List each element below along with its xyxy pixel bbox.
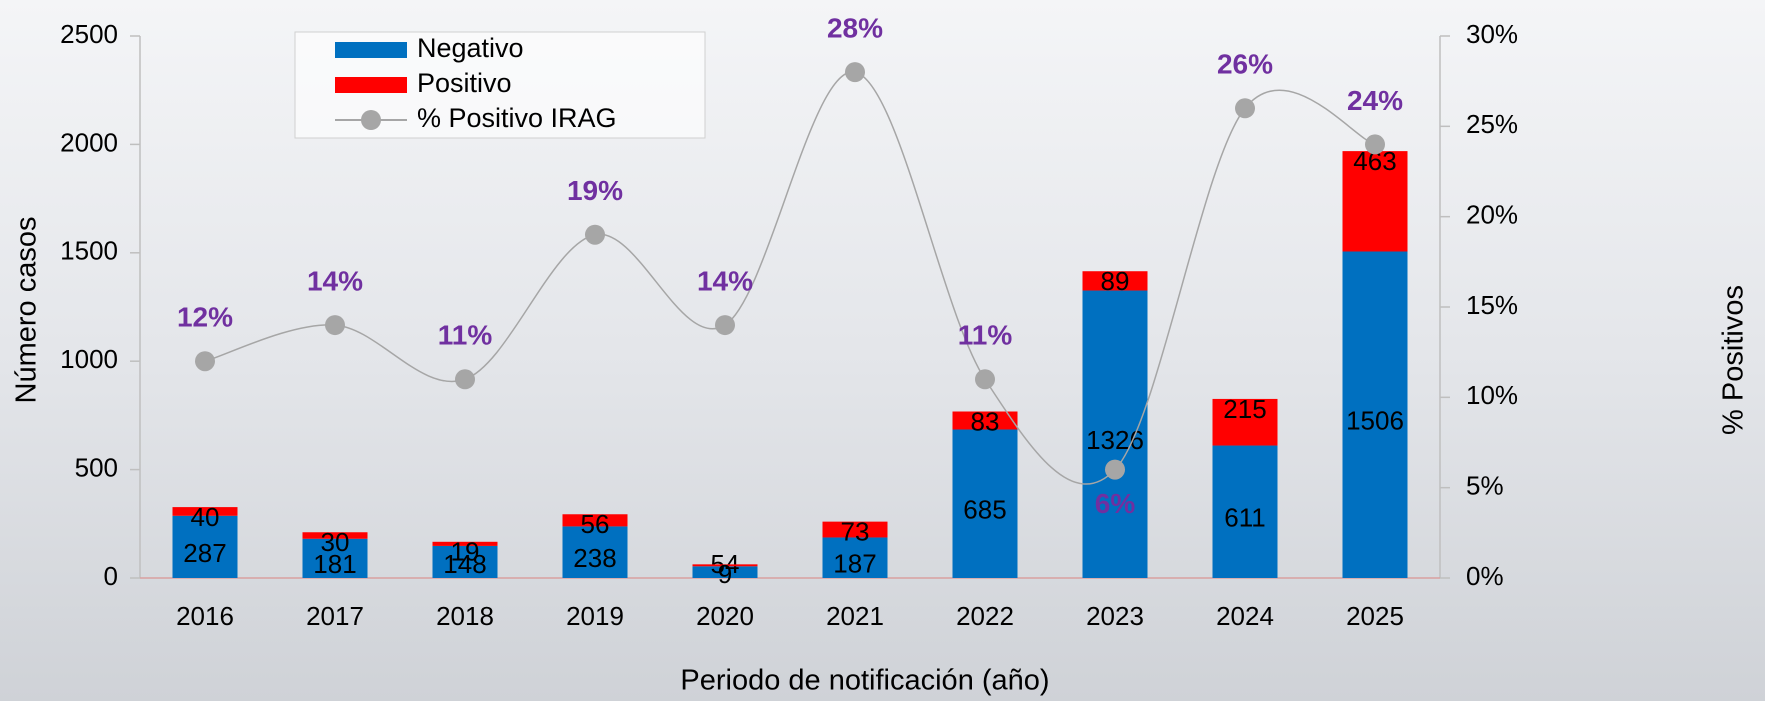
bar-value-label: 54 <box>711 549 740 579</box>
bar-segment <box>1342 251 1408 578</box>
x-axis-title: Periodo de notificación (año) <box>680 665 1049 697</box>
bar-value-label: 83 <box>971 406 1000 436</box>
bar-segment <box>1212 445 1278 578</box>
bar-value-label: 187 <box>833 549 876 579</box>
legend-label: % Positivo IRAG <box>417 103 617 133</box>
y2-tick-label: 30% <box>1466 19 1518 49</box>
legend-label: Positivo <box>417 68 512 98</box>
bar-segment <box>692 564 758 567</box>
bar-value-label: 148 <box>443 549 486 579</box>
y2-tick-label: 10% <box>1466 380 1518 410</box>
bar-value-label: 30 <box>321 527 350 557</box>
y2-tick-label: 0% <box>1466 561 1504 591</box>
line-value-label: 14% <box>307 265 363 296</box>
line-value-label: 28% <box>827 13 883 44</box>
bar-segment <box>1082 271 1148 291</box>
line-value-label: 24% <box>1347 85 1403 116</box>
line-value-label: 6% <box>1095 488 1136 519</box>
x-tick-label: 2025 <box>1346 601 1404 631</box>
line-marker <box>1365 134 1385 155</box>
y2-tick-label: 25% <box>1466 109 1518 139</box>
bar-value-label: 611 <box>1224 503 1265 533</box>
x-tick-label: 2022 <box>956 601 1014 631</box>
x-tick-label: 2019 <box>566 601 624 631</box>
bar-segment <box>822 537 888 578</box>
x-tick-label: 2018 <box>436 601 494 631</box>
line-value-label: 12% <box>177 302 233 333</box>
legend-swatch <box>335 42 407 58</box>
bar-value-label: 56 <box>581 509 610 539</box>
line-value-label: 11% <box>438 320 493 351</box>
x-tick-label: 2020 <box>696 601 754 631</box>
legend-marker <box>361 110 381 130</box>
bar-segment <box>302 532 368 539</box>
bar-value-label: 9 <box>718 559 732 589</box>
bar-segment <box>1342 151 1408 252</box>
y-tick-label: 1500 <box>60 236 118 266</box>
line-marker <box>1105 459 1125 480</box>
y-tick-label: 1000 <box>60 344 118 374</box>
line-value-label: 11% <box>958 320 1013 351</box>
y2-tick-label: 20% <box>1466 200 1518 230</box>
bar-segment <box>172 507 238 516</box>
line-marker <box>195 351 215 372</box>
y-tick-label: 0 <box>104 561 118 591</box>
line-marker <box>715 315 735 336</box>
bar-value-label: 287 <box>183 538 226 568</box>
legend-swatch <box>335 77 407 93</box>
bar-value-label: 19 <box>451 537 480 567</box>
y-tick-label: 500 <box>75 452 118 482</box>
bar-segment <box>302 538 368 578</box>
bar-segment <box>432 541 498 546</box>
y2-axis-title: % Positivos <box>1718 285 1750 435</box>
bar-segment <box>822 521 888 538</box>
bar-segment <box>692 566 758 578</box>
line-value-label: 14% <box>697 265 753 296</box>
bar-value-label: 1506 <box>1346 406 1404 436</box>
bar-value-label: 40 <box>191 502 220 532</box>
y-axis-title: Número casos <box>11 217 43 404</box>
bar-segment <box>562 526 628 578</box>
line-marker <box>1235 98 1255 119</box>
bar-segment <box>432 545 498 578</box>
bar-value-label: 685 <box>963 495 1006 525</box>
bar-value-label: 1326 <box>1086 425 1144 455</box>
bar-segment <box>172 515 238 578</box>
y2-tick-label: 5% <box>1466 471 1504 501</box>
line-marker <box>455 369 475 390</box>
x-tick-label: 2021 <box>826 601 884 631</box>
bar-segment <box>1212 398 1278 446</box>
legend-label: Negativo <box>417 33 524 63</box>
y-tick-label: 2000 <box>60 127 118 157</box>
line-marker <box>845 62 865 83</box>
x-tick-label: 2017 <box>306 601 364 631</box>
line-marker <box>585 224 605 245</box>
bar-segment <box>952 411 1018 430</box>
bar-value-label: 89 <box>1101 266 1130 296</box>
bar-segment <box>562 514 628 527</box>
bar-value-label: 238 <box>573 543 616 573</box>
y-tick-label: 2500 <box>60 19 118 49</box>
x-tick-label: 2023 <box>1086 601 1144 631</box>
bar-value-label: 215 <box>1223 394 1266 424</box>
line-marker <box>325 315 345 336</box>
line-value-label: 19% <box>567 175 623 206</box>
line-value-label: 26% <box>1217 49 1273 80</box>
bar-value-label: 181 <box>313 549 356 579</box>
bar-segment <box>1082 290 1148 578</box>
x-tick-label: 2016 <box>176 601 234 631</box>
line-marker <box>975 369 995 390</box>
line <box>204 71 1376 485</box>
y2-tick-label: 15% <box>1466 290 1518 320</box>
bar-value-label: 73 <box>841 517 870 547</box>
x-tick-label: 2024 <box>1216 601 1274 631</box>
bar-segment <box>952 429 1018 578</box>
